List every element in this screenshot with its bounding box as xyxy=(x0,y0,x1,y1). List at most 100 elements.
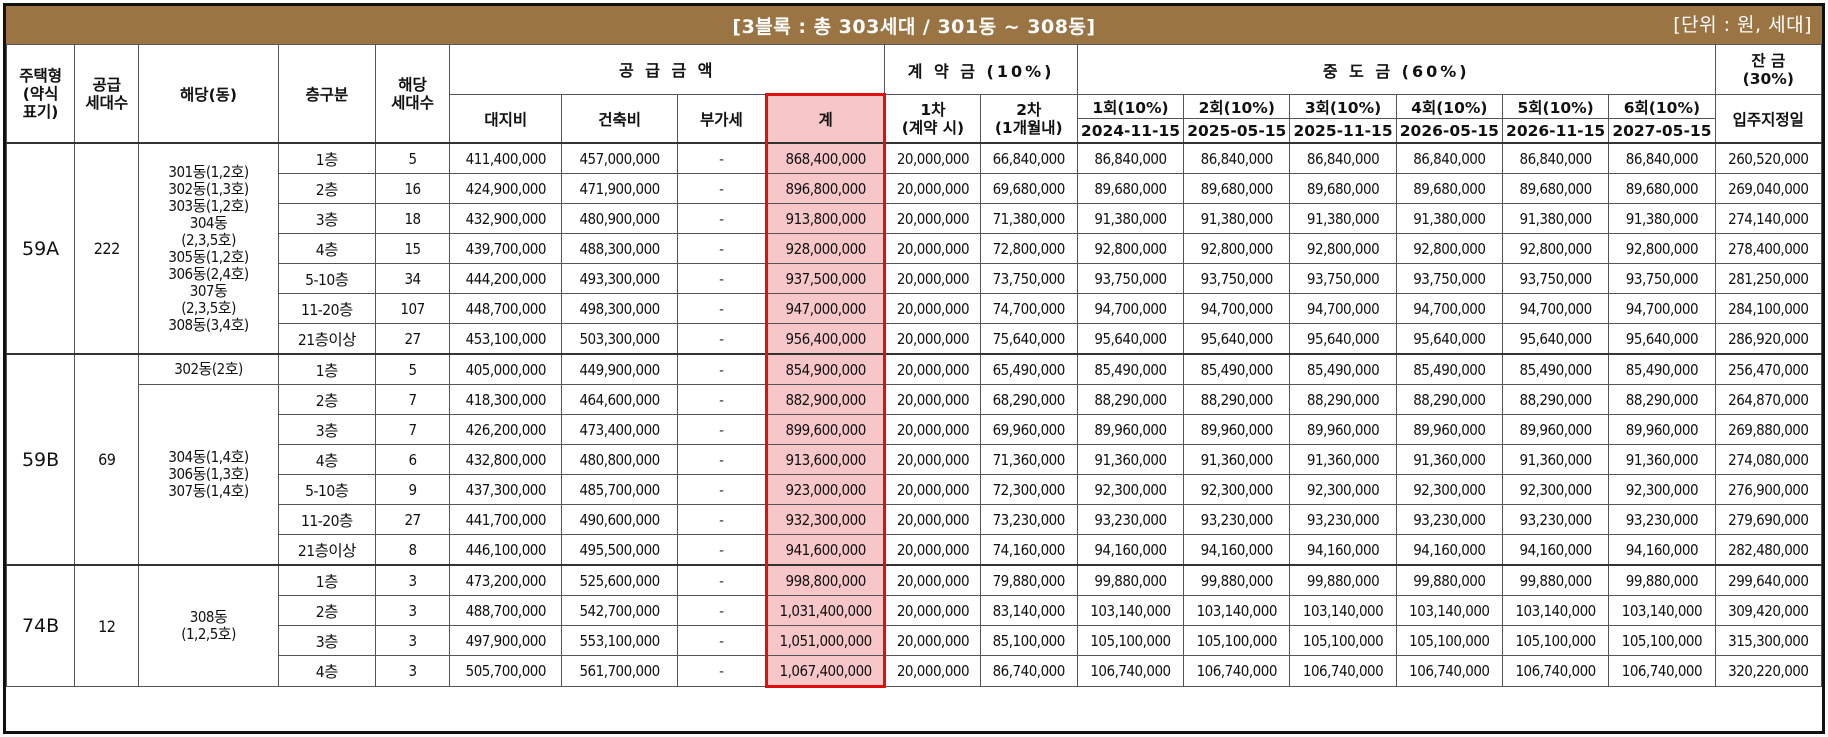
balance-cell: 264,870,000 xyxy=(1714,384,1822,415)
building-cost-cell: 473,400,000 xyxy=(561,414,678,445)
total-price-cell: 896,800,000 xyxy=(764,173,887,204)
interim-2-cell: 93,750,000 xyxy=(1183,263,1291,294)
interim-6-cell: 92,800,000 xyxy=(1608,233,1716,264)
floor-cell: 11-20층 xyxy=(277,504,376,535)
interim-2-cell: 88,290,000 xyxy=(1183,384,1291,415)
interim-4-cell: 99,880,000 xyxy=(1395,564,1503,596)
land-cost-cell: 432,800,000 xyxy=(449,444,563,475)
units-cell: 3 xyxy=(374,655,451,687)
land-cost-cell: 446,100,000 xyxy=(449,534,563,566)
interim-3-cell: 92,300,000 xyxy=(1289,474,1397,505)
interim-5-cell: 92,800,000 xyxy=(1501,233,1610,264)
interim-4-cell: 93,750,000 xyxy=(1395,263,1503,294)
total-price-cell: 854,900,000 xyxy=(764,353,887,385)
interim-4-cell: 91,360,000 xyxy=(1395,444,1503,475)
table-row: 11-20층 107 448,700,000 498,300,000-947,000,… xyxy=(7,293,1822,324)
interim-4-cell: 93,230,000 xyxy=(1395,504,1503,535)
interim-2-cell: 91,360,000 xyxy=(1183,444,1291,475)
floor-cell: 3층 xyxy=(277,414,376,445)
interim-3-cell: 88,290,000 xyxy=(1289,384,1397,415)
interim-2-cell: 99,880,000 xyxy=(1183,564,1291,596)
table-row: 4층 3 505,700,000 561,700,000-1,067,400,000 2… xyxy=(7,655,1822,688)
interim-4-cell: 103,140,000 xyxy=(1395,595,1503,626)
land-cost-cell: 437,300,000 xyxy=(449,474,563,505)
balance-cell: 299,640,000 xyxy=(1714,564,1822,596)
deposit-2-cell: 85,100,000 xyxy=(979,625,1078,656)
interim-4-cell: 92,800,000 xyxy=(1395,233,1503,264)
supply-count-cell: 69 xyxy=(74,353,140,566)
interim-3-cell: 105,100,000 xyxy=(1289,625,1397,656)
dong-cell: 308동 (1,2,5호) xyxy=(138,564,279,687)
vat-cell: - xyxy=(676,353,767,385)
interim-1-cell: 103,140,000 xyxy=(1076,595,1185,626)
interim-6-cell: 106,740,000 xyxy=(1608,655,1716,687)
deposit-2-cell: 65,490,000 xyxy=(979,353,1078,385)
deposit-1-cell: 20,000,000 xyxy=(884,504,981,535)
land-cost-cell: 473,200,000 xyxy=(449,564,563,596)
floor-cell: 2층 xyxy=(277,595,376,626)
table-row: 4층 6 432,800,000 480,800,000-913,600,000 20,… xyxy=(7,444,1822,475)
interim-6-cell: 94,160,000 xyxy=(1608,534,1716,566)
deposit-1-cell: 20,000,000 xyxy=(884,323,981,355)
units-cell: 27 xyxy=(374,323,451,355)
interim-4-cell: 91,380,000 xyxy=(1395,203,1503,234)
vat-cell: - xyxy=(676,474,767,505)
header-interim: 중 도 금 (60%) xyxy=(1076,44,1716,95)
table-row: 3층 3 497,900,000 553,100,000-1,051,000,000 2… xyxy=(7,625,1822,656)
units-cell: 16 xyxy=(374,173,451,204)
deposit-2-cell: 79,880,000 xyxy=(979,564,1078,596)
interim-3-cell: 85,490,000 xyxy=(1289,353,1397,385)
dong-cell: 301동(1,2호) 302동(1,3호) 303동(1,2호) 304동 (2… xyxy=(138,142,279,355)
interim-5-cell: 88,290,000 xyxy=(1501,384,1610,415)
interim-1-cell: 93,230,000 xyxy=(1076,504,1185,535)
interim-6-cell: 89,680,000 xyxy=(1608,173,1716,204)
balance-cell: 282,480,000 xyxy=(1714,534,1822,566)
deposit-1-cell: 20,000,000 xyxy=(884,595,981,626)
interim-6-cell: 95,640,000 xyxy=(1608,323,1716,355)
units-cell: 3 xyxy=(374,595,451,626)
table-row: 304동(1,4호) 306동(1,3호) 307동(1,4호) 2층 7 418,3… xyxy=(7,384,1822,566)
total-price-cell: 998,800,000 xyxy=(764,564,887,596)
interim-1-cell: 94,160,000 xyxy=(1076,534,1185,566)
table-row: 2층 16 424,900,000 471,900,000-896,800,000 20… xyxy=(7,173,1822,204)
building-cost-cell: 488,300,000 xyxy=(561,233,678,264)
interim-5-cell: 92,300,000 xyxy=(1501,474,1610,505)
interim-1-cell: 105,100,000 xyxy=(1076,625,1185,656)
supply-count-cell: 222 xyxy=(74,142,140,355)
interim-3-cell: 103,140,000 xyxy=(1289,595,1397,626)
balance-cell: 315,300,000 xyxy=(1714,625,1822,656)
interim-6-cell: 89,960,000 xyxy=(1608,414,1716,445)
vat-cell: - xyxy=(676,504,767,535)
building-cost-cell: 493,300,000 xyxy=(561,263,678,294)
building-cost-cell: 485,700,000 xyxy=(561,474,678,505)
building-cost-cell: 449,900,000 xyxy=(561,353,678,385)
balance-cell: 276,900,000 xyxy=(1714,474,1822,505)
table-row: 59B 69 302동(2호) 1층 5 405,000,000 449,900,000-8… xyxy=(6,353,1822,566)
table-body: 59A 222 301동(1,2호) 302동(1,3호) 303동(1,2호) 3… xyxy=(6,142,1822,688)
land-cost-cell: 426,200,000 xyxy=(449,414,563,445)
vat-cell: - xyxy=(676,203,767,234)
building-cost-cell: 464,600,000 xyxy=(561,384,678,415)
balance-cell: 279,690,000 xyxy=(1714,504,1822,535)
header-total: 계 xyxy=(764,93,887,144)
interim-4-cell: 94,160,000 xyxy=(1395,534,1503,566)
interim-4-cell: 95,640,000 xyxy=(1395,323,1503,355)
land-cost-cell: 444,200,000 xyxy=(449,263,563,294)
units-cell: 3 xyxy=(374,564,451,596)
deposit-2-cell: 71,360,000 xyxy=(979,444,1078,475)
interim-6-cell: 103,140,000 xyxy=(1608,595,1716,626)
dong-cell: 304동(1,4호) 306동(1,3호) 307동(1,4호) xyxy=(138,384,279,566)
interim-6-cell: 105,100,000 xyxy=(1608,625,1716,656)
floor-cell: 4층 xyxy=(277,655,376,687)
header-vat: 부가세 xyxy=(676,94,767,144)
building-cost-cell: 561,700,000 xyxy=(561,655,678,687)
table-row: 59A 222 301동(1,2호) 302동(1,3호) 303동(1,2호) 3… xyxy=(6,142,1822,355)
interim-3-cell: 93,750,000 xyxy=(1289,263,1397,294)
housing-type-cell: 59A xyxy=(6,142,76,355)
housing-type-cell: 74B xyxy=(6,564,76,687)
interim-3-cell: 86,840,000 xyxy=(1289,142,1397,174)
building-cost-cell: 498,300,000 xyxy=(561,293,678,324)
deposit-2-cell: 86,740,000 xyxy=(979,655,1078,687)
interim-4-cell: 85,490,000 xyxy=(1395,353,1503,385)
vat-cell: - xyxy=(676,655,767,687)
